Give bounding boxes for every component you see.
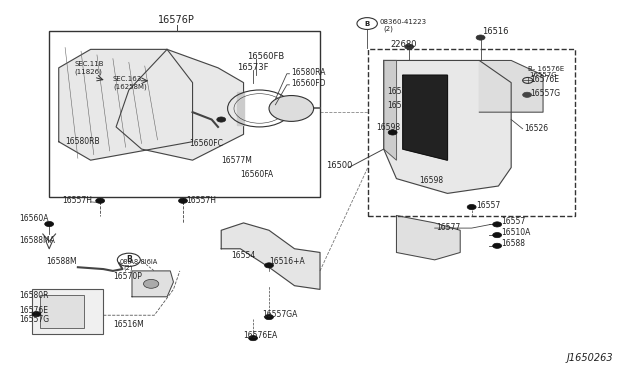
Text: 16526: 16526 bbox=[524, 124, 548, 133]
Polygon shape bbox=[396, 215, 460, 260]
Bar bbox=[32, 289, 103, 334]
Text: 16580RA: 16580RA bbox=[291, 68, 326, 77]
Text: 16557: 16557 bbox=[476, 201, 500, 210]
Text: 16520: 16520 bbox=[387, 102, 411, 110]
Circle shape bbox=[493, 232, 502, 238]
Text: B- 16576E: B- 16576E bbox=[528, 66, 564, 72]
Text: J1650263: J1650263 bbox=[566, 353, 613, 363]
Circle shape bbox=[467, 205, 476, 210]
Text: 16516: 16516 bbox=[483, 27, 509, 36]
Text: 16570P: 16570P bbox=[113, 272, 142, 281]
Text: 16546: 16546 bbox=[387, 87, 411, 96]
Text: 16577: 16577 bbox=[436, 223, 460, 232]
Text: 16516+A: 16516+A bbox=[269, 257, 305, 266]
Text: 16557G: 16557G bbox=[19, 315, 49, 324]
Circle shape bbox=[493, 222, 502, 227]
Circle shape bbox=[32, 311, 41, 317]
Polygon shape bbox=[116, 49, 244, 160]
Circle shape bbox=[248, 336, 257, 341]
Circle shape bbox=[45, 221, 54, 227]
Text: 16560FB: 16560FB bbox=[246, 52, 284, 61]
Text: 16576E: 16576E bbox=[531, 74, 559, 83]
Circle shape bbox=[388, 130, 397, 135]
Bar bbox=[49, 31, 320, 197]
Polygon shape bbox=[384, 61, 396, 160]
Text: (2): (2) bbox=[384, 26, 394, 32]
Text: (11826): (11826) bbox=[75, 68, 102, 75]
Text: 16588MA: 16588MA bbox=[19, 236, 55, 245]
Text: SEC.163: SEC.163 bbox=[113, 76, 142, 82]
Bar bbox=[368, 49, 575, 215]
Text: 16557G: 16557G bbox=[531, 89, 561, 98]
Text: 16516M: 16516M bbox=[113, 320, 143, 330]
Text: 16576E: 16576E bbox=[19, 306, 48, 315]
Polygon shape bbox=[403, 75, 447, 160]
Text: 16560A: 16560A bbox=[19, 214, 49, 223]
Polygon shape bbox=[237, 92, 244, 125]
Bar bbox=[40, 295, 84, 328]
Polygon shape bbox=[384, 61, 511, 193]
Circle shape bbox=[493, 243, 502, 248]
Circle shape bbox=[179, 198, 188, 203]
Text: 16500: 16500 bbox=[326, 161, 353, 170]
Text: (2): (2) bbox=[124, 264, 133, 270]
Polygon shape bbox=[479, 61, 543, 112]
Circle shape bbox=[264, 263, 273, 268]
Text: 16598: 16598 bbox=[376, 122, 400, 132]
Circle shape bbox=[264, 314, 273, 320]
Text: B: B bbox=[365, 20, 370, 26]
Text: B: B bbox=[126, 255, 132, 264]
Text: 16557H: 16557H bbox=[186, 196, 216, 205]
Circle shape bbox=[523, 92, 532, 97]
Text: 16560FD: 16560FD bbox=[291, 79, 326, 88]
Text: 16588: 16588 bbox=[502, 239, 525, 248]
Text: 16588M: 16588M bbox=[46, 257, 77, 266]
Text: 16577M: 16577M bbox=[221, 156, 252, 165]
Text: 16557H: 16557H bbox=[62, 196, 92, 205]
Text: 16576P: 16576P bbox=[158, 15, 195, 25]
Text: SEC.11B: SEC.11B bbox=[75, 61, 104, 67]
Text: 16557: 16557 bbox=[502, 217, 526, 227]
Circle shape bbox=[476, 35, 485, 40]
Text: 16560FA: 16560FA bbox=[241, 170, 273, 179]
Circle shape bbox=[404, 44, 413, 49]
Circle shape bbox=[217, 117, 226, 122]
Text: (16258M): (16258M) bbox=[113, 83, 147, 90]
Text: 16580R: 16580R bbox=[19, 291, 49, 300]
Polygon shape bbox=[221, 223, 320, 289]
Text: 16554: 16554 bbox=[231, 251, 255, 260]
Circle shape bbox=[269, 96, 314, 121]
Text: 16576EA: 16576EA bbox=[244, 331, 278, 340]
Circle shape bbox=[96, 198, 104, 203]
Text: 16557GA: 16557GA bbox=[262, 310, 298, 319]
Text: 16573F: 16573F bbox=[237, 63, 269, 72]
Polygon shape bbox=[59, 49, 193, 160]
Polygon shape bbox=[132, 271, 173, 297]
Text: 16560FC: 16560FC bbox=[189, 140, 223, 148]
Text: 16557G: 16557G bbox=[529, 72, 557, 78]
Text: 16598: 16598 bbox=[419, 176, 444, 185]
Text: 16580RB: 16580RB bbox=[65, 137, 100, 145]
Text: 16510A: 16510A bbox=[502, 228, 531, 237]
Text: 22680: 22680 bbox=[390, 40, 417, 49]
Text: 08IA8-8I6IA: 08IA8-8I6IA bbox=[119, 259, 157, 264]
Circle shape bbox=[143, 279, 159, 288]
Text: 08360-41223: 08360-41223 bbox=[380, 19, 426, 25]
